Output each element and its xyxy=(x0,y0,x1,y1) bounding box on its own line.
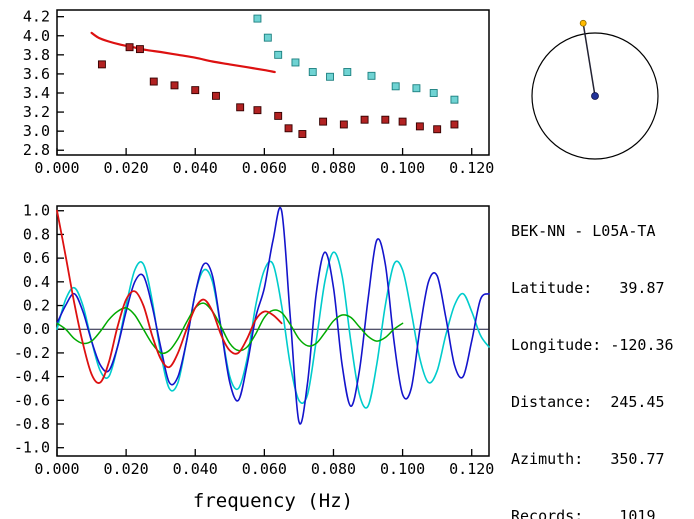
data-point-square xyxy=(412,84,421,93)
data-point-square xyxy=(212,91,220,100)
longitude-line: Longitude: -120.36 xyxy=(511,336,674,354)
data-point-square xyxy=(97,60,106,69)
data-point-square xyxy=(433,125,442,134)
y-tick-label: 3.0 xyxy=(23,122,50,140)
data-point-square xyxy=(343,68,352,76)
x-tick-label: 0.020 xyxy=(104,159,149,177)
great-circle-path-line xyxy=(582,23,596,97)
azimuth-line: Azimuth: 350.77 xyxy=(511,450,665,468)
data-point-square xyxy=(298,130,307,138)
dispersion-plot: 0.000 0.020 0.040 0.060 0.080 0.100 0.1202.83.… xyxy=(23,8,494,177)
data-point-square xyxy=(253,14,262,23)
x-axis-title: frequency (Hz) xyxy=(193,490,353,512)
data-point-square xyxy=(291,58,300,67)
y-tick-label: 3.6 xyxy=(23,65,50,83)
x-tick-label: 0.060 xyxy=(242,159,287,177)
y-tick-label: 3.8 xyxy=(23,46,50,64)
data-point-square xyxy=(149,77,158,86)
x-tick-label: 0.080 xyxy=(311,460,356,478)
x-tick-label: 0.100 xyxy=(380,460,425,478)
data-point-square xyxy=(191,86,200,95)
data-point-square xyxy=(263,33,272,42)
data-point-square xyxy=(253,106,262,115)
data-point-square xyxy=(308,68,317,76)
compass-circle xyxy=(531,32,659,160)
model-dispersion-curve xyxy=(90,31,276,74)
y-tick-label: 2.8 xyxy=(23,141,50,159)
data-point-square xyxy=(450,95,459,104)
data-point-square xyxy=(367,71,376,80)
x-tick-label: 0.040 xyxy=(173,159,218,177)
alternate-group-velocity-points xyxy=(253,14,459,104)
y-tick-label: 3.4 xyxy=(23,84,50,102)
data-point-square xyxy=(360,115,369,124)
data-point-square xyxy=(398,117,407,126)
event-marker xyxy=(579,19,587,27)
y-tick-label: 0.6 xyxy=(23,249,50,267)
x-tick-label: 0.040 xyxy=(173,460,218,478)
y-tick-label: 0.0 xyxy=(23,320,50,338)
x-tick-label: 0.120 xyxy=(449,460,494,478)
waveform-plot: 0.000 0.020 0.040 0.060 0.080 0.100 0.120 1.0 0.… xyxy=(14,202,494,512)
x-tick-label: 0.120 xyxy=(449,159,494,177)
x-tick-label: 0.100 xyxy=(380,159,425,177)
data-point-square xyxy=(125,43,134,52)
station-pair-title: BEK-NN - L05A-TA xyxy=(511,222,656,240)
x-tick-label: 0.060 xyxy=(242,460,287,478)
records-line: Records: 1019 xyxy=(511,507,656,519)
latitude-line: Latitude: 39.87 xyxy=(511,279,665,297)
x-tick-label: 0.080 xyxy=(311,159,356,177)
data-point-square xyxy=(284,124,293,133)
data-point-square xyxy=(135,45,144,54)
x-tick-label: 0.000 xyxy=(34,460,79,478)
data-point-square xyxy=(274,50,283,59)
y-tick-label: -0.8 xyxy=(14,415,50,433)
observed-group-velocity-points xyxy=(97,43,459,138)
distance-line: Distance: 245.45 xyxy=(511,393,665,411)
data-point-square xyxy=(339,120,348,129)
x-tick-label: 0.000 xyxy=(34,159,79,177)
y-tick-label: 4.0 xyxy=(23,27,50,45)
y-tick-label: 0.4 xyxy=(23,273,50,291)
y-tick-label: -1.0 xyxy=(14,439,50,457)
data-point-square xyxy=(326,72,334,81)
data-point-square xyxy=(319,117,328,126)
plot-frame xyxy=(56,9,490,156)
data-point-square xyxy=(274,111,283,120)
plot-frame xyxy=(56,205,490,457)
y-tick-label: -0.6 xyxy=(14,391,50,409)
x-tick-label: 0.020 xyxy=(104,460,149,478)
y-tick-label: 0.2 xyxy=(23,297,50,315)
azimuth-compass xyxy=(531,19,659,160)
y-tick-label: 4.2 xyxy=(23,8,50,26)
data-point-square xyxy=(450,120,459,129)
station-marker xyxy=(591,92,599,100)
y-tick-label: -0.4 xyxy=(14,368,50,386)
y-tick-label: 0.8 xyxy=(23,225,50,243)
trace-red xyxy=(56,209,283,384)
data-point-square xyxy=(236,103,245,112)
station-info: BEK-NN - L05A-TA Latitude: 39.87 Longitu… xyxy=(511,184,674,519)
y-tick-label: 1.0 xyxy=(23,202,50,220)
data-point-square xyxy=(170,81,179,90)
data-point-square xyxy=(391,82,400,91)
y-tick-label: -0.2 xyxy=(14,344,50,362)
y-tick-label: 3.2 xyxy=(23,103,50,121)
trace-blue xyxy=(56,206,490,425)
trace-green xyxy=(56,302,404,355)
data-point-square xyxy=(381,115,390,124)
data-point-square xyxy=(415,122,424,131)
data-point-square xyxy=(429,89,438,97)
